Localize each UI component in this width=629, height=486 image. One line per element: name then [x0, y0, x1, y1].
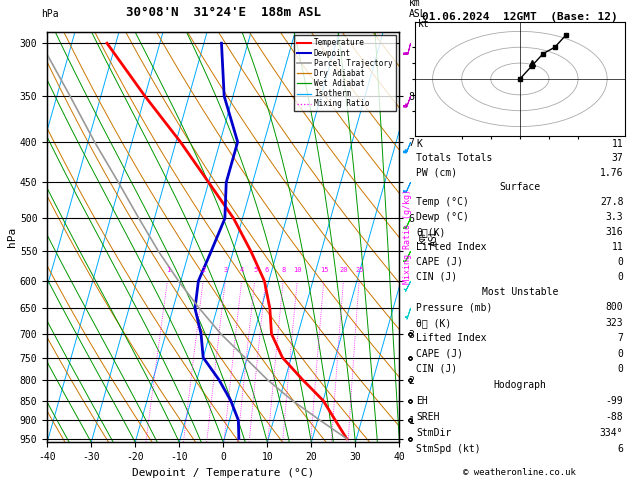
Text: 3.3: 3.3 — [606, 212, 623, 222]
Text: 10: 10 — [294, 267, 302, 273]
Text: Lifted Index: Lifted Index — [416, 242, 487, 252]
Text: CAPE (J): CAPE (J) — [416, 348, 464, 359]
Text: 2: 2 — [202, 267, 206, 273]
Text: PW (cm): PW (cm) — [416, 168, 457, 178]
Legend: Temperature, Dewpoint, Parcel Trajectory, Dry Adiabat, Wet Adiabat, Isotherm, Mi: Temperature, Dewpoint, Parcel Trajectory… — [294, 35, 396, 111]
Text: Lifted Index: Lifted Index — [416, 333, 487, 343]
Text: K: K — [416, 139, 422, 149]
Text: 01.06.2024  12GMT  (Base: 12): 01.06.2024 12GMT (Base: 12) — [422, 12, 618, 22]
Text: CIN (J): CIN (J) — [416, 364, 457, 374]
Text: StmSpd (kt): StmSpd (kt) — [416, 444, 481, 454]
Text: Totals Totals: Totals Totals — [416, 154, 493, 163]
Text: 316: 316 — [606, 227, 623, 237]
Text: -88: -88 — [606, 412, 623, 422]
Text: 0: 0 — [618, 348, 623, 359]
Text: 11: 11 — [611, 139, 623, 149]
Y-axis label: hPa: hPa — [7, 227, 17, 247]
Text: © weatheronline.co.uk: © weatheronline.co.uk — [464, 468, 576, 477]
Text: 6: 6 — [264, 267, 268, 273]
Text: 11: 11 — [611, 242, 623, 252]
Text: Surface: Surface — [499, 182, 540, 192]
Text: CAPE (J): CAPE (J) — [416, 257, 464, 267]
Text: 25: 25 — [355, 267, 364, 273]
Text: 323: 323 — [606, 318, 623, 328]
Text: 1: 1 — [166, 267, 170, 273]
Text: hPa: hPa — [41, 9, 58, 19]
Text: 27.8: 27.8 — [600, 197, 623, 207]
Text: SREH: SREH — [416, 412, 440, 422]
Text: 0: 0 — [618, 257, 623, 267]
Text: Most Unstable: Most Unstable — [482, 287, 558, 297]
X-axis label: Dewpoint / Temperature (°C): Dewpoint / Temperature (°C) — [132, 468, 314, 478]
Text: 6: 6 — [618, 444, 623, 454]
Text: 20: 20 — [340, 267, 348, 273]
Text: -99: -99 — [606, 396, 623, 406]
Text: CIN (J): CIN (J) — [416, 272, 457, 282]
Text: StmDir: StmDir — [416, 428, 452, 438]
Text: 0: 0 — [618, 272, 623, 282]
Text: kt: kt — [418, 18, 430, 29]
Text: 800: 800 — [606, 302, 623, 312]
Text: km
ASL: km ASL — [409, 0, 426, 19]
Text: 15: 15 — [320, 267, 328, 273]
Text: Hodograph: Hodograph — [493, 380, 547, 390]
Text: 1.76: 1.76 — [600, 168, 623, 178]
Text: 7: 7 — [618, 333, 623, 343]
Text: 3: 3 — [224, 267, 228, 273]
Text: 334°: 334° — [600, 428, 623, 438]
Text: Mixing Ratio (g/kg): Mixing Ratio (g/kg) — [403, 190, 411, 284]
Text: Temp (°C): Temp (°C) — [416, 197, 469, 207]
Text: 37: 37 — [611, 154, 623, 163]
Text: Dewp (°C): Dewp (°C) — [416, 212, 469, 222]
Text: 0: 0 — [618, 364, 623, 374]
Text: 4: 4 — [240, 267, 245, 273]
Text: θᴄ (K): θᴄ (K) — [416, 318, 452, 328]
Text: 30°08'N  31°24'E  188m ASL: 30°08'N 31°24'E 188m ASL — [126, 6, 321, 19]
Text: Pressure (mb): Pressure (mb) — [416, 302, 493, 312]
Text: EH: EH — [416, 396, 428, 406]
Text: 5: 5 — [253, 267, 257, 273]
Text: 8: 8 — [282, 267, 286, 273]
Y-axis label: km
ASL: km ASL — [417, 228, 438, 246]
Text: θᴄ(K): θᴄ(K) — [416, 227, 446, 237]
